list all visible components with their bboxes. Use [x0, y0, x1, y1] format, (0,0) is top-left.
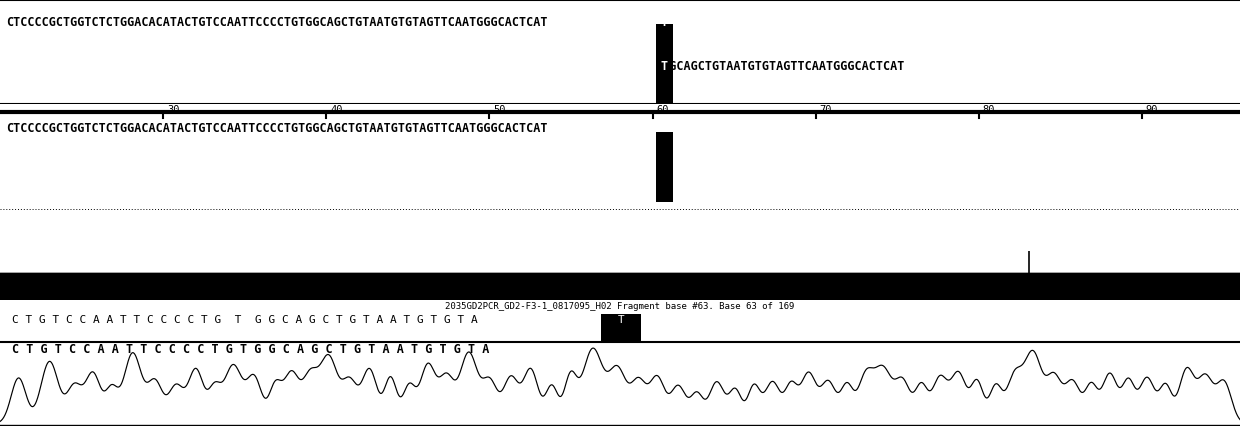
Text: 80: 80 — [982, 106, 996, 115]
Text: T: T — [661, 60, 667, 73]
Text: T: T — [661, 16, 667, 29]
Text: 40: 40 — [330, 106, 342, 115]
Bar — [656, 66, 672, 109]
Text: 60: 60 — [656, 106, 668, 115]
Text: 70: 70 — [820, 106, 832, 115]
Bar — [656, 24, 672, 89]
Text: CTCCCCGCTGGTCTCTGGACACATACTGTCCAATTCCCCTGTGGCAGCTGTAATGTGTAGTTCAATGGGCACTCAT: CTCCCCGCTGGTCTCTGGACACATACTGTCCAATTCCCCT… — [6, 16, 548, 29]
Text: 30: 30 — [167, 106, 180, 115]
Text: C T G T C C A A T T C C C C T G  T  G G C A G C T G T A A T G T G T A: C T G T C C A A T T C C C C T G T G G C … — [12, 315, 479, 325]
Bar — [601, 314, 641, 342]
Text: 90: 90 — [1146, 106, 1158, 115]
Text: T: T — [661, 122, 667, 135]
Text: TGGCAGCTGTAATGTGTAGTTCAATGGGCACTCAT: TGGCAGCTGTAATGTGTAGTTCAATGGGCACTCAT — [656, 60, 905, 73]
Bar — [656, 132, 672, 202]
Bar — [0, 273, 1240, 300]
Text: CTCCCCGCTGGTCTCTGGACACATACTGTCCAATTCCCCTGTGGCAGCTGTAATGTGTAGTTCAATGGGCACTCAT: CTCCCCGCTGGTCTCTGGACACATACTGTCCAATTCCCCT… — [6, 122, 548, 135]
Text: 50: 50 — [494, 106, 506, 115]
Text: C T G T C C A A T T C C C C T G T G G C A G C T G T A A T G T G T A: C T G T C C A A T T C C C C T G T G G C … — [12, 343, 490, 356]
Text: T: T — [618, 315, 625, 325]
Text: 2035GD2PCR_GD2-F3-1_0817095_H02 Fragment base #63. Base 63 of 169: 2035GD2PCR_GD2-F3-1_0817095_H02 Fragment… — [445, 302, 795, 311]
